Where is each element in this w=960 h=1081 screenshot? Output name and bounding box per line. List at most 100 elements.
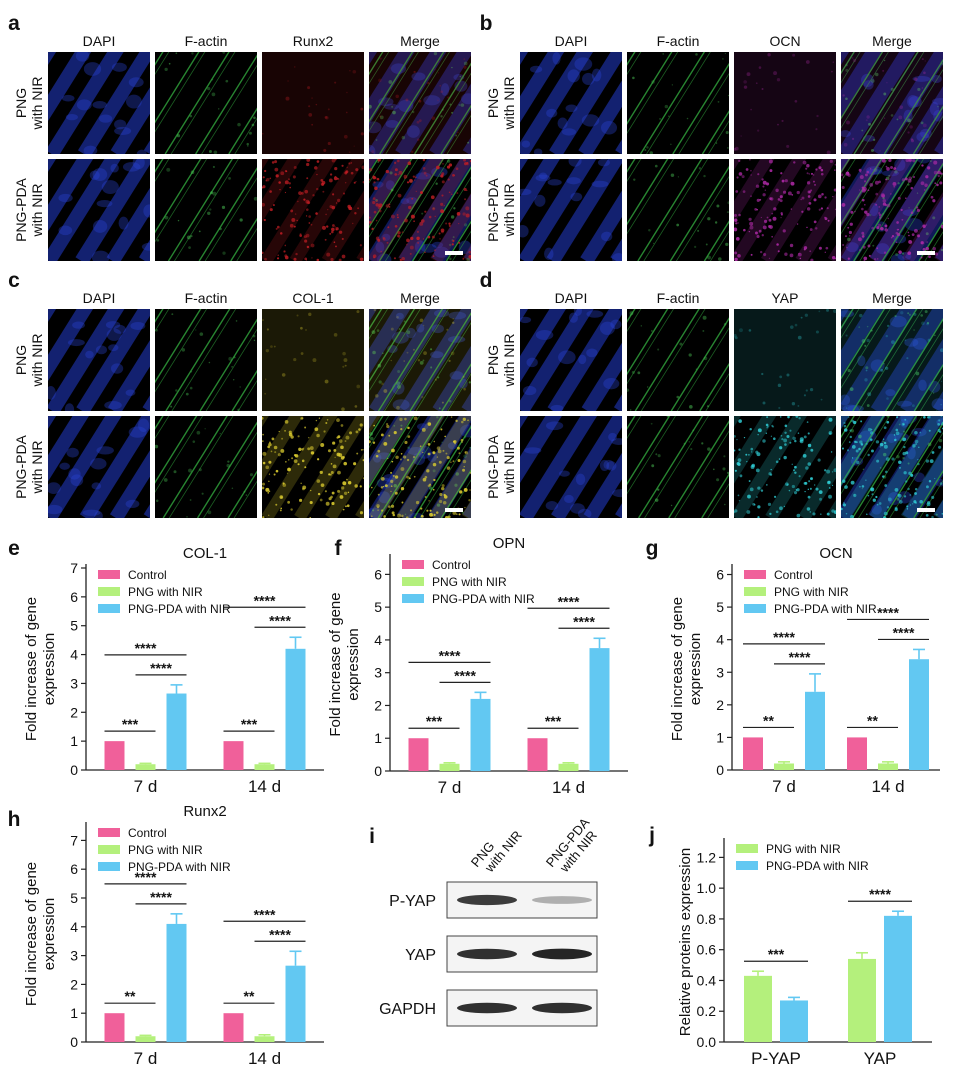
significance-label-f-0: *** — [426, 713, 443, 729]
y-tick-label-g-6: 6 — [716, 567, 724, 583]
y-axis-label-g-line2: expression — [687, 633, 704, 706]
y-tick-label-j-3: 0.6 — [697, 942, 717, 958]
micrograph-a-1-dapi — [48, 159, 150, 261]
micrograph-c-1-merge — [369, 416, 471, 518]
legend-swatch-j-0 — [736, 844, 758, 853]
panel-label-layer: a b c d i e f g h j — [8, 12, 659, 848]
bar-g-1-1 — [878, 763, 898, 770]
legend-swatch-f-2 — [402, 594, 424, 603]
y-tick-label-g-3: 3 — [716, 664, 724, 680]
significance-label-g-5: **** — [877, 604, 899, 620]
row-label-d-1-line2: with NIR — [501, 441, 517, 495]
legend-label-f-0: Control — [432, 558, 471, 572]
row-label-d-0-line2: with NIR — [501, 334, 517, 388]
micrograph-a-0-factin — [155, 52, 257, 154]
column-header-d-1: F-actin — [657, 290, 700, 306]
significance-label-e-5: **** — [254, 592, 276, 608]
chart-e: COL-1 0 1 2 3 4 5 6 7 Fold increase of gene expres… — [23, 545, 324, 796]
panel-label-f: f — [335, 537, 343, 560]
blot-band-label-0: P-YAP — [389, 893, 436, 910]
row-label-d-1-line1: PNG-PDA — [485, 434, 501, 498]
column-header-b-1: F-actin — [657, 33, 700, 49]
column-header-d-2: YAP — [772, 290, 799, 306]
y-tick-label-f-6: 6 — [374, 566, 382, 582]
micrograph-a-1-sig — [262, 159, 364, 261]
legend-label-j-0: PNG with NIR — [766, 842, 841, 856]
micrograph-c-1-dapi — [48, 416, 150, 518]
y-axis-label-e-line2: expression — [41, 633, 58, 706]
bar-f-1-0 — [439, 763, 460, 771]
significance-label-g-3: ** — [867, 712, 878, 728]
scale-bar-icon — [917, 508, 935, 512]
significance-label-j-1: **** — [869, 886, 891, 902]
micrograph-b-1-sig — [734, 159, 836, 261]
bar-f-2-1 — [589, 648, 610, 771]
x-tick-label-h-1: 14 d — [248, 1049, 281, 1068]
scale-bar-icon — [445, 251, 463, 255]
row-label-c-1-line2: with NIR — [29, 441, 45, 495]
micrograph-c-1-factin — [155, 416, 257, 518]
y-tick-label-e-7: 7 — [70, 560, 78, 576]
micrograph-c-1-sig — [262, 416, 364, 518]
y-axis-label-f-line1: Fold increase of gene — [327, 592, 344, 736]
bar-j-0-0 — [744, 975, 772, 1042]
micrograph-a-0-dapi — [48, 52, 150, 154]
y-tick-label-h-2: 2 — [70, 976, 78, 992]
micrograph-c-0-dapi — [48, 309, 150, 411]
significance-label-h-4: **** — [269, 926, 291, 942]
bar-e-2-0 — [166, 693, 187, 770]
column-header-c-0: DAPI — [83, 290, 116, 306]
bar-j-1-1 — [884, 915, 912, 1042]
significance-label-e-4: **** — [269, 612, 291, 628]
column-header-a-2: Runx2 — [293, 33, 334, 49]
x-tick-label-g-0: 7 d — [772, 777, 796, 796]
y-tick-label-e-0: 0 — [70, 762, 78, 778]
micrograph-d-1-dapi — [520, 416, 622, 518]
chart-title-g: OCN — [819, 545, 852, 562]
y-tick-label-e-3: 3 — [70, 675, 78, 691]
x-tick-label-e-1: 14 d — [248, 777, 281, 796]
bar-h-1-0 — [135, 1036, 156, 1042]
column-header-b-2: OCN — [769, 33, 800, 49]
scale-bar-icon — [917, 251, 935, 255]
legend-swatch-f-0 — [402, 560, 424, 569]
chart-title-f: OPN — [493, 535, 526, 552]
column-header-d-3: Merge — [872, 290, 912, 306]
micrograph-a-1-merge — [369, 159, 471, 261]
significance-label-h-2: **** — [135, 869, 157, 885]
y-tick-label-h-3: 3 — [70, 948, 78, 964]
panel-label-a: a — [8, 12, 20, 35]
bar-h-2-0 — [166, 923, 187, 1042]
y-tick-label-j-1: 0.2 — [697, 1003, 717, 1019]
micrograph-d-0-factin — [627, 309, 729, 411]
significance-label-g-1: **** — [789, 649, 811, 665]
bar-g-0-0 — [743, 737, 763, 770]
y-tick-label-f-4: 4 — [374, 632, 382, 648]
panel-label-g: g — [646, 537, 659, 560]
legend-swatch-e-2 — [98, 604, 120, 613]
legend-label-h-1: PNG with NIR — [128, 843, 203, 857]
legend-g: Control PNG with NIR PNG-PDA with NIR — [744, 568, 877, 616]
column-header-d-0: DAPI — [555, 290, 588, 306]
y-tick-label-h-4: 4 — [70, 919, 78, 935]
scale-bar-icon — [445, 508, 463, 512]
y-axis-label-h-line2: expression — [41, 898, 58, 971]
legend-label-h-0: Control — [128, 826, 167, 840]
y-tick-label-h-6: 6 — [70, 861, 78, 877]
row-label-a-1-line1: PNG-PDA — [13, 177, 29, 241]
legend-f: Control PNG with NIR PNG-PDA with NIR — [402, 558, 535, 606]
column-header-c-2: COL-1 — [292, 290, 333, 306]
chart-title-h: Runx2 — [183, 803, 226, 820]
y-tick-label-e-1: 1 — [70, 733, 78, 749]
chart-g: OCN 0 1 2 3 4 5 6 Fold increase of gene expressio… — [669, 545, 940, 796]
column-header-a-0: DAPI — [83, 33, 116, 49]
micrograph-b-0-sig — [734, 52, 836, 154]
x-tick-label-j-1: YAP — [864, 1049, 897, 1068]
blot-band-label-1: YAP — [405, 947, 436, 964]
blot-band-icon — [532, 896, 592, 904]
legend-label-g-1: PNG with NIR — [774, 585, 849, 599]
legend-swatch-j-1 — [736, 861, 758, 870]
y-tick-label-h-5: 5 — [70, 890, 78, 906]
row-label-a-0-line2: with NIR — [29, 77, 45, 131]
